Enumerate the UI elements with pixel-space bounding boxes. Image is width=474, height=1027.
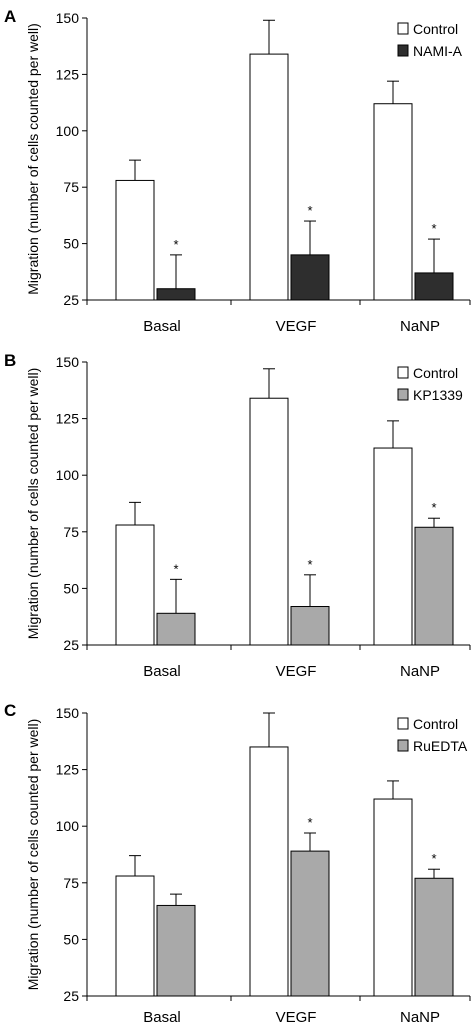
legend-label: NAMI-A [413,43,463,59]
x-tick-label: Basal [143,663,181,680]
significance-marker: * [173,561,178,576]
y-tick-label: 150 [56,705,80,721]
y-tick-label: 25 [63,988,79,1004]
legend-label: KP1339 [413,387,463,403]
bar-ruedta-vegf [290,850,330,997]
bar-control-nanp [373,447,413,646]
bar-control-nanp [373,103,413,301]
y-axis-label: Migration (number of cells counted per w… [25,368,41,640]
bar-control-vegf [249,53,289,301]
x-tick-label: VEGF [276,1009,317,1026]
x-tick-label: NaNP [400,318,440,335]
x-tick-label: Basal [143,1009,181,1026]
bar-control-vegf [249,746,289,997]
y-tick-label: 75 [63,524,79,540]
chart-panel-a: A Migration (number of cells counted per … [4,7,471,335]
x-tick-label: VEGF [276,663,317,680]
bar-kp1339-nanp [414,526,454,646]
y-tick-label: 100 [56,818,80,834]
x-tick-label: NaNP [400,663,440,680]
significance-marker: * [307,557,312,572]
chart-panel-c: C Migration (number of cells counted per … [4,701,471,1026]
y-tick-label: 75 [63,179,79,195]
bar-control-nanp [373,798,413,997]
y-tick-label: 50 [63,236,79,252]
bar-control-basal [115,524,155,646]
y-tick-label: 125 [56,762,80,778]
bar-kp1339-basal [156,612,196,646]
significance-marker: * [431,500,436,515]
x-tick-label: NaNP [400,1009,440,1026]
y-tick-label: 150 [56,10,80,26]
y-tick-label: 100 [56,123,80,139]
legend-label: Control [413,365,458,381]
panel-label: A [4,7,16,26]
bar-control-basal [115,875,155,997]
y-tick-label: 50 [63,931,79,947]
significance-marker: * [307,203,312,218]
legend-swatch-control [397,22,409,35]
y-tick-label: 25 [63,637,79,653]
y-tick-label: 125 [56,66,80,82]
y-axis-label: Migration (number of cells counted per w… [25,23,41,295]
significance-marker: * [307,815,312,830]
bar-control-basal [115,179,155,301]
y-tick-label: 75 [63,875,79,891]
y-tick-label: 50 [63,580,79,596]
panel-label: C [4,701,16,720]
chart-panel-b: B Migration (number of cells counted per … [4,351,471,680]
legend-swatch-control [397,717,409,730]
bar-nami-a-nanp [414,272,454,301]
bar-kp1339-vegf [290,606,330,646]
y-tick-label: 125 [56,411,80,427]
bar-ruedta-nanp [414,877,454,997]
x-tick-label: Basal [143,318,181,335]
bar-control-vegf [249,397,289,646]
x-tick-label: VEGF [276,318,317,335]
legend-label: Control [413,21,458,37]
legend-label: RuEDTA [413,738,468,754]
bar-nami-a-basal [156,288,196,301]
y-tick-label: 150 [56,354,80,370]
significance-marker: * [173,237,178,252]
y-tick-label: 25 [63,292,79,308]
significance-marker: * [431,851,436,866]
significance-marker: * [431,221,436,236]
y-axis-label: Migration (number of cells counted per w… [25,719,41,991]
panel-label: B [4,351,16,370]
y-tick-label: 100 [56,467,80,483]
legend-label: Control [413,716,458,732]
legend-swatch-control [397,366,409,379]
bar-ruedta-basal [156,904,196,997]
legend-swatch-kp1339 [397,388,409,401]
legend-swatch-ruedta [397,739,409,752]
legend-swatch-nami-a [397,44,409,57]
bar-nami-a-vegf [290,254,330,301]
